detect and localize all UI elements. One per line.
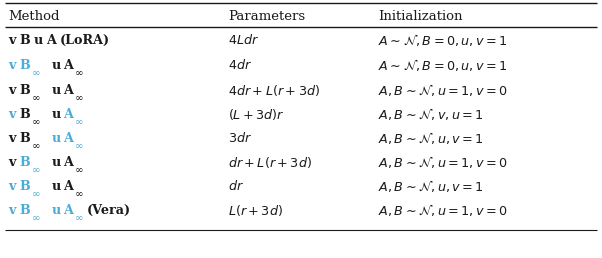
Text: v: v [8,59,16,71]
Text: A: A [63,108,73,120]
Text: ∞: ∞ [75,118,84,127]
Text: ∞: ∞ [32,214,40,223]
Text: u: u [52,84,61,96]
Text: B: B [19,84,30,96]
Text: A: A [63,180,73,192]
Text: Initialization: Initialization [378,10,462,22]
Text: ∞: ∞ [32,118,40,127]
Text: u: u [52,204,61,216]
Text: A: A [63,204,73,216]
Text: $3dr$: $3dr$ [228,131,252,145]
Text: v: v [8,84,16,96]
Text: v: v [8,108,16,120]
Text: ∞: ∞ [75,142,84,151]
Text: $4dr$: $4dr$ [228,58,252,72]
Text: B: B [19,59,30,71]
Text: B: B [19,156,30,168]
Text: $4Ldr$: $4Ldr$ [228,33,259,47]
Text: u: u [52,156,61,168]
Text: ∞: ∞ [32,166,40,175]
Text: Parameters: Parameters [228,10,305,22]
Text: A: A [63,59,73,71]
Text: $A \sim \mathcal{N}, B=0, u, v=1$: $A \sim \mathcal{N}, B=0, u, v=1$ [378,57,507,73]
Text: $(L+3d)r$: $(L+3d)r$ [228,107,285,122]
Text: B: B [19,180,30,192]
Text: ∞: ∞ [75,214,84,223]
Text: v: v [8,180,16,192]
Text: v: v [8,132,16,144]
Text: u: u [34,34,43,46]
Text: $A, B \sim \mathcal{N}, u, v=1$: $A, B \sim \mathcal{N}, u, v=1$ [378,130,484,146]
Text: v: v [8,204,16,216]
Text: v: v [8,156,16,168]
Text: (Vera): (Vera) [87,204,131,216]
Text: $A, B \sim \mathcal{N}, u, v=1$: $A, B \sim \mathcal{N}, u, v=1$ [378,178,484,194]
Text: $A, B \sim \mathcal{N}, u=1, v=0$: $A, B \sim \mathcal{N}, u=1, v=0$ [378,154,508,170]
Text: $A, B \sim \mathcal{N}, u=1, v=0$: $A, B \sim \mathcal{N}, u=1, v=0$ [378,202,508,218]
Text: B: B [19,132,30,144]
Text: ∞: ∞ [32,190,40,199]
Text: ∞: ∞ [32,94,40,103]
Text: ∞: ∞ [32,142,40,151]
Text: ∞: ∞ [75,190,84,199]
Text: Method: Method [8,10,60,22]
Text: $L(r+3d)$: $L(r+3d)$ [228,203,283,217]
Text: u: u [52,132,61,144]
Text: A: A [46,34,56,46]
Text: ∞: ∞ [75,94,84,103]
Text: ∞: ∞ [75,69,84,78]
Text: $4dr + L(r+3d)$: $4dr + L(r+3d)$ [228,83,320,98]
Text: $dr$: $dr$ [228,179,244,193]
Text: v: v [8,34,16,46]
Text: (LoRA): (LoRA) [60,34,110,46]
Text: B: B [19,34,30,46]
Text: u: u [52,180,61,192]
Text: $A, B \sim \mathcal{N}, u=1, v=0$: $A, B \sim \mathcal{N}, u=1, v=0$ [378,82,508,98]
Text: B: B [19,108,30,120]
Text: u: u [52,108,61,120]
Text: $A \sim \mathcal{N}, B=0, u, v=1$: $A \sim \mathcal{N}, B=0, u, v=1$ [378,32,507,48]
Text: $dr + L(r+3d)$: $dr + L(r+3d)$ [228,155,312,170]
Text: B: B [19,204,30,216]
Text: A: A [63,156,73,168]
Text: ∞: ∞ [32,69,40,78]
Text: ∞: ∞ [75,166,84,175]
Text: A: A [63,132,73,144]
Text: $A, B \sim \mathcal{N}, v, u=1$: $A, B \sim \mathcal{N}, v, u=1$ [378,106,484,122]
Text: A: A [63,84,73,96]
Text: u: u [52,59,61,71]
